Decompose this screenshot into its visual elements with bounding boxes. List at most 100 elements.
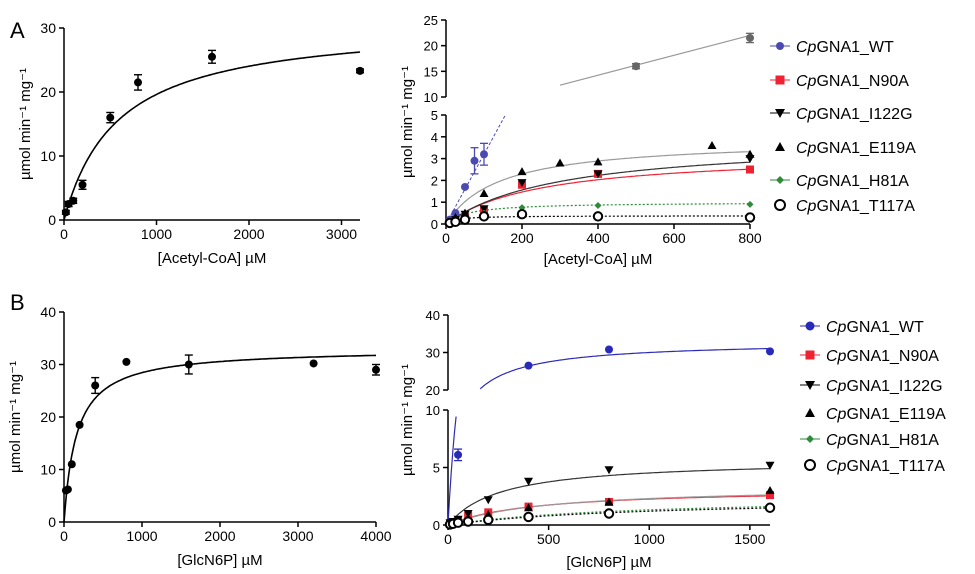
x-tick-label: 3000 — [282, 528, 313, 544]
data-point-e119a — [479, 188, 489, 197]
legend-b-name-wt: GNA1_WT — [846, 319, 924, 336]
legend-marker-circle-wt — [800, 321, 820, 331]
legend-b-prefix-n90a: Cp — [826, 348, 847, 365]
data-point — [75, 420, 84, 429]
y-tick-label: 0 — [48, 514, 56, 530]
data-point-wt — [524, 361, 533, 370]
data-point — [106, 113, 115, 122]
data-point-e119a — [517, 167, 527, 176]
data-point-e119a — [524, 503, 533, 512]
y-tick-label: 20 — [426, 383, 440, 398]
y-tick-label: 10 — [40, 148, 56, 164]
legend-a-item-i122g: CpGNA1_I122G — [770, 106, 913, 123]
fit-curve-i122g — [447, 468, 771, 526]
legend-a-name-h81a: GNA1_H81A — [816, 173, 909, 190]
legend-b-item-h81a: CpGNA1_H81A — [800, 432, 939, 449]
data-point-wt — [454, 450, 463, 459]
legend-marker-open-circle-t117a — [774, 199, 786, 211]
legend-a-item-n90a: CpGNA1_N90A — [770, 73, 909, 90]
x-tick-label: 500 — [537, 531, 561, 547]
data-point-h81a — [746, 200, 754, 208]
data-point-i122g — [517, 179, 527, 188]
legend-b-item-wt: CpGNA1_WT — [800, 319, 924, 336]
x-axis-title: [GlcN6P] µM — [566, 554, 651, 571]
y-tick-label: 1 — [431, 195, 438, 210]
fit-line-wt — [445, 114, 506, 225]
x-tick-label: 1500 — [734, 531, 765, 547]
y-tick-label: 20 — [424, 39, 438, 54]
data-point — [61, 208, 70, 217]
data-point-i122g — [593, 170, 603, 179]
svg-text:CpGNA1_E119A: CpGNA1_E119A — [796, 140, 916, 157]
svg-text:CpGNA1_H81A: CpGNA1_H81A — [826, 432, 939, 449]
panel-label-a: A — [10, 18, 25, 43]
data-point-wt — [470, 156, 479, 165]
x-axis-title: [Acetyl-CoA] µM — [158, 250, 267, 267]
data-point-wt — [766, 347, 774, 356]
data-point — [134, 78, 142, 87]
legend-b-item-n90a: CpGNA1_N90A — [800, 348, 939, 365]
data-point-h81a — [594, 201, 602, 209]
data-point-t117a — [603, 508, 615, 519]
data-point — [372, 365, 380, 374]
data-point — [67, 460, 76, 469]
data-point-t117a — [764, 502, 776, 513]
data-point-e119a — [460, 208, 470, 217]
svg-text:CpGNA1_N90A: CpGNA1_N90A — [826, 348, 939, 365]
legend-marker-circle-wt — [770, 42, 790, 50]
y-tick-label: 40 — [426, 308, 440, 323]
legend-a: CpGNA1_WT CpGNA1_N90A CpGNA1_I122G CpGNA… — [770, 39, 916, 215]
x-tick-label: 1000 — [141, 226, 172, 242]
x-tick-label: 200 — [510, 230, 534, 246]
data-point — [63, 485, 72, 494]
y-tick-label: 0 — [433, 518, 440, 533]
x-tick-label: 1000 — [126, 528, 157, 544]
chart-b-right: 0 5 10 20 30 40 0 500 1000 1500 [GlcN6P] µM µmol mi… — [399, 308, 776, 571]
data-point-t117a — [744, 212, 756, 223]
legend-a-prefix-h81a: Cp — [796, 173, 817, 190]
x-tick-label: 3000 — [326, 226, 357, 242]
legend-marker-down-triangle-i122g — [770, 109, 790, 118]
chart-a-right: 0 1 2 3 4 5 10 15 20 25 0 200 400 600 800 [Acetyl-CoA] … — [399, 13, 762, 268]
data-point-e119a — [707, 141, 717, 150]
data-point — [91, 381, 100, 390]
y-tick-label: 10 — [40, 462, 56, 478]
y-tick-label: 3 — [431, 152, 438, 167]
legend-marker-square-n90a — [800, 350, 820, 360]
x-tick-label: 0 — [442, 230, 450, 246]
y-tick-label: 20 — [40, 409, 56, 425]
fit-curve-n90a — [445, 168, 751, 225]
y-axis-title: µmol min⁻¹ mg⁻¹ — [399, 364, 416, 476]
y-tick-label: 30 — [40, 20, 56, 36]
y-tick-label: 30 — [40, 357, 56, 373]
data-point-n90a — [766, 491, 774, 500]
x-tick-label: 0 — [60, 528, 68, 544]
legend-a-name-e119a: GNA1_E119A — [816, 140, 916, 157]
chart-a-left: 0 10 20 30 0 1000 2000 3000 [Acetyl-CoA] µM µmol … — [17, 20, 364, 267]
legend-marker-down-triangle-i122g — [800, 381, 820, 390]
y-tick-label: 4 — [431, 130, 438, 145]
chart-b-left: 0 10 20 30 40 0 1000 2000 3000 4000 [GlcN6P] µM µmo… — [7, 304, 392, 569]
legend-marker-up-triangle-e119a — [805, 408, 815, 417]
x-tick-label: 0 — [444, 531, 452, 547]
x-tick-label: 4000 — [360, 528, 391, 544]
data-point — [122, 357, 131, 366]
data-point — [184, 360, 193, 369]
x-axis-title: [GlcN6P] µM — [177, 552, 262, 569]
data-point-wt — [461, 182, 469, 191]
fit-line-wt-upper — [559, 34, 751, 86]
legend-b-name-h81a: GNA1_H81A — [846, 432, 939, 449]
data-point-e119a — [765, 486, 775, 494]
legend-b-prefix-e119a: Cp — [826, 406, 847, 423]
legend-b-name-n90a: GNA1_N90A — [846, 348, 939, 365]
y-tick-label: 0 — [48, 212, 56, 228]
data-point — [78, 180, 87, 189]
y-tick-label: 20 — [40, 84, 56, 100]
svg-text:CpGNA1_T117A: CpGNA1_T117A — [826, 458, 945, 475]
data-point-e119a — [604, 497, 614, 506]
data-point-t117a — [523, 511, 534, 523]
fit-curve-wt-upper — [479, 347, 771, 390]
data-point — [69, 196, 78, 205]
data-point-t117a — [483, 514, 494, 526]
fit-curve — [63, 51, 361, 221]
